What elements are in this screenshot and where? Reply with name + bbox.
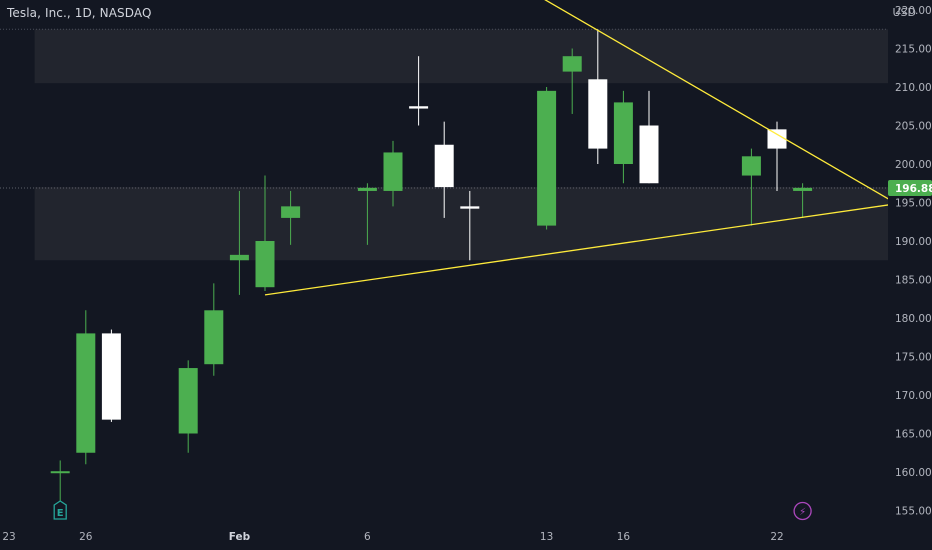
price-tick-label: 215.00: [895, 44, 932, 56]
last-price-value: 196.88: [895, 183, 932, 195]
candle-body: [229, 254, 249, 261]
candle: [639, 90, 659, 184]
candle-body: [460, 206, 480, 209]
candle: [767, 121, 787, 191]
candle-body: [562, 56, 582, 72]
candle-body: [409, 106, 429, 109]
price-tick-label: 175.00: [895, 352, 932, 364]
time-tick-label: 13: [540, 531, 553, 543]
candle-body: [383, 152, 403, 191]
price-tick-label: 185.00: [895, 275, 932, 287]
earnings-badge: [53, 500, 67, 520]
dividend-marker-icon[interactable]: ⚡: [793, 501, 812, 521]
candle: [434, 121, 454, 218]
candle-body: [588, 79, 608, 149]
candle: [281, 190, 301, 245]
dividend-symbol: ⚡: [799, 507, 806, 518]
time-tick-label: Feb: [229, 531, 251, 543]
zone-0: [34, 29, 889, 84]
last-price-tag: 196.88: [888, 180, 932, 197]
candle-body: [537, 90, 557, 226]
symbol-title: Tesla, Inc., 1D, NASDAQ: [7, 6, 152, 20]
price-axis-background: [888, 0, 932, 550]
candle: [613, 90, 633, 184]
price-tick-label: 160.00: [895, 467, 932, 479]
event-markers-layer: E ⚡: [53, 500, 812, 521]
candle-body: [793, 187, 813, 191]
candle-body: [639, 125, 659, 184]
candle: [357, 183, 377, 245]
price-axis: 155.00 160.00 165.00 170.00 175.00 180.00 185.…: [888, 0, 932, 550]
price-tick-label: 195.00: [895, 198, 932, 210]
zones-layer: [34, 29, 889, 261]
candle: [793, 183, 813, 218]
candle-body: [178, 368, 198, 434]
earnings-letter: E: [57, 508, 64, 519]
candle: [255, 175, 275, 292]
candle: [741, 148, 761, 226]
price-tick-label: 190.00: [895, 236, 932, 248]
last-price-badge: [888, 180, 932, 197]
candle: [204, 283, 224, 376]
candle: [178, 360, 198, 453]
price-tick-label: 170.00: [895, 390, 932, 402]
candle: [229, 190, 249, 295]
currency-label[interactable]: USD: [892, 6, 916, 19]
price-tick-label: 210.00: [895, 82, 932, 94]
earnings-marker-icon[interactable]: E: [53, 500, 67, 520]
time-tick-label: 26: [79, 531, 93, 543]
candle-body: [204, 310, 224, 365]
candle-body: [50, 471, 70, 474]
zone-1: [34, 187, 889, 261]
candle-body: [357, 187, 377, 191]
price-tick-label: 200.00: [895, 159, 932, 171]
time-tick-label: 6: [364, 531, 371, 543]
price-tick-label: 180.00: [895, 313, 932, 325]
candle-body: [255, 241, 275, 288]
price-tick-label: 165.00: [895, 429, 932, 441]
candle: [460, 190, 480, 261]
candle-body: [101, 333, 121, 420]
candle: [76, 310, 96, 465]
candle-body: [741, 156, 761, 176]
price-tick-label: 205.00: [895, 121, 932, 133]
candle: [562, 48, 582, 114]
time-tick-label: 22: [770, 531, 783, 543]
candle-body: [767, 129, 787, 149]
price-tick-label: 155.00: [895, 506, 932, 518]
time-axis: 2326Feb6131622Mar613: [2, 531, 783, 543]
candles-layer: [50, 29, 813, 511]
candle-body: [434, 144, 454, 188]
candle-body: [76, 333, 96, 453]
candle: [588, 29, 608, 164]
candle: [537, 87, 557, 230]
candle: [409, 56, 429, 126]
dividend-badge: [793, 501, 812, 521]
candle: [383, 140, 403, 207]
trendline-0: [264, 201, 906, 296]
candle: [101, 329, 121, 422]
time-tick-label: 16: [617, 531, 631, 543]
time-tick-label: 23: [2, 531, 15, 543]
candle-body: [281, 206, 301, 218]
candle-body: [613, 102, 633, 164]
price-tick-label: 220.00: [895, 5, 932, 17]
